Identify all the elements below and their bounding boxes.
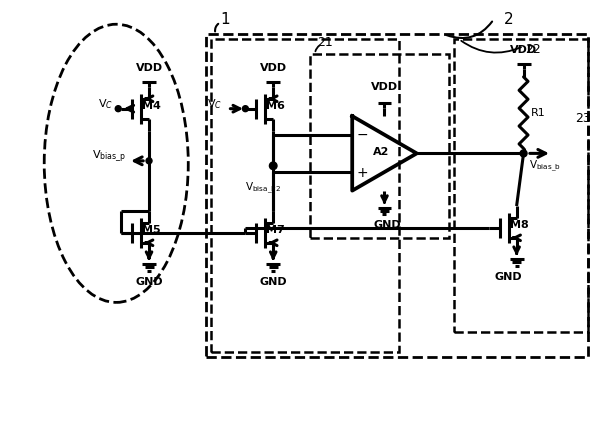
Text: $-$: $-$ [356, 127, 368, 141]
Text: VDD: VDD [510, 45, 537, 55]
Text: VDD: VDD [371, 82, 398, 92]
Text: 22: 22 [526, 43, 541, 55]
Text: 21: 21 [317, 36, 332, 49]
Text: 23: 23 [575, 112, 591, 125]
Text: 2: 2 [504, 12, 514, 27]
Circle shape [520, 150, 527, 157]
Text: M8: M8 [509, 220, 528, 230]
Text: M7: M7 [266, 225, 285, 235]
Text: M6: M6 [266, 101, 285, 111]
Text: V$_{\rm bisa\_P2}$: V$_{\rm bisa\_P2}$ [245, 181, 281, 196]
Text: GND: GND [259, 277, 287, 286]
Bar [210, 39, 400, 352]
Text: R1: R1 [531, 107, 545, 118]
Bar [206, 34, 588, 357]
Text: $+$: $+$ [356, 166, 368, 180]
Text: V$_C$: V$_C$ [98, 97, 113, 110]
Bar [310, 54, 449, 238]
Circle shape [270, 162, 277, 170]
Circle shape [146, 158, 152, 164]
Text: V$_{\rm bias\_p}$: V$_{\rm bias\_p}$ [92, 148, 126, 164]
Circle shape [115, 106, 121, 112]
Text: M5: M5 [142, 225, 160, 235]
Text: VDD: VDD [260, 63, 287, 73]
Circle shape [242, 106, 248, 112]
Text: GND: GND [495, 272, 523, 282]
Text: V$_C$: V$_C$ [207, 97, 223, 110]
Text: GND: GND [135, 277, 163, 286]
Text: VDD: VDD [135, 63, 163, 73]
Bar [454, 39, 588, 332]
Text: 1: 1 [221, 12, 231, 27]
Text: V$_{\rm bias\_b}$: V$_{\rm bias\_b}$ [528, 158, 561, 173]
Text: M4: M4 [142, 101, 161, 111]
Text: GND: GND [374, 220, 401, 231]
Text: A2: A2 [373, 147, 390, 157]
